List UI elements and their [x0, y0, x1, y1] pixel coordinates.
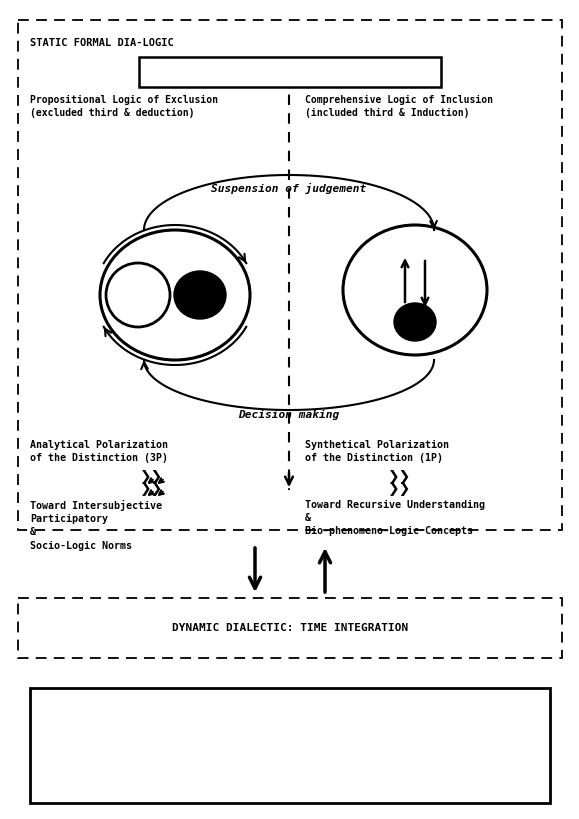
Text: (Enacted Evolutionary Dia-Logic, Logic²): (Enacted Evolutionary Dia-Logic, Logic²) — [87, 759, 493, 777]
Bar — [30, 688, 550, 803]
Text: ❯❯: ❯❯ — [389, 482, 412, 496]
Text: Suspension of judgement: Suspension of judgement — [211, 183, 367, 193]
Text: ❯❯: ❯❯ — [389, 470, 412, 484]
Text: Decision making: Decision making — [239, 410, 340, 420]
Text: Object -   Cartesian (double) Cut  - Subject: Object - Cartesian (double) Cut - Subjec… — [141, 66, 438, 78]
Text: ❯❯: ❯❯ — [140, 482, 164, 496]
Bar — [139, 57, 441, 87]
Text: ❯❯: ❯❯ — [140, 470, 164, 484]
Text: The Scybernethics Dia-Logical Dialectic: The Scybernethics Dia-Logical Dialectic — [91, 719, 489, 737]
Bar — [18, 598, 562, 658]
Ellipse shape — [394, 303, 436, 341]
Bar — [18, 20, 562, 530]
Text: Comprehensive Logic of Inclusion
(included third & Induction): Comprehensive Logic of Inclusion (includ… — [305, 95, 493, 118]
Text: Analytical Polarization
of the Distinction (3P): Analytical Polarization of the Distincti… — [30, 440, 168, 464]
Ellipse shape — [174, 271, 226, 319]
Text: Toward Recursive Understanding
&
Bio-phenomeno-Logic Concepts: Toward Recursive Understanding & Bio-phe… — [305, 500, 485, 536]
Text: STATIC FORMAL DIA-LOGIC: STATIC FORMAL DIA-LOGIC — [30, 38, 174, 48]
Text: Synthetical Polarization
of the Distinction (1P): Synthetical Polarization of the Distinct… — [305, 440, 449, 464]
Text: Propositional Logic of Exclusion
(excluded third & deduction): Propositional Logic of Exclusion (exclud… — [30, 95, 218, 118]
Text: DYNAMIC DIALECTIC: TIME INTEGRATION: DYNAMIC DIALECTIC: TIME INTEGRATION — [172, 623, 408, 633]
Text: Toward Intersubjective
Participatory
&
Socio-Logic Norms: Toward Intersubjective Participatory & S… — [30, 500, 162, 550]
Circle shape — [106, 263, 170, 327]
